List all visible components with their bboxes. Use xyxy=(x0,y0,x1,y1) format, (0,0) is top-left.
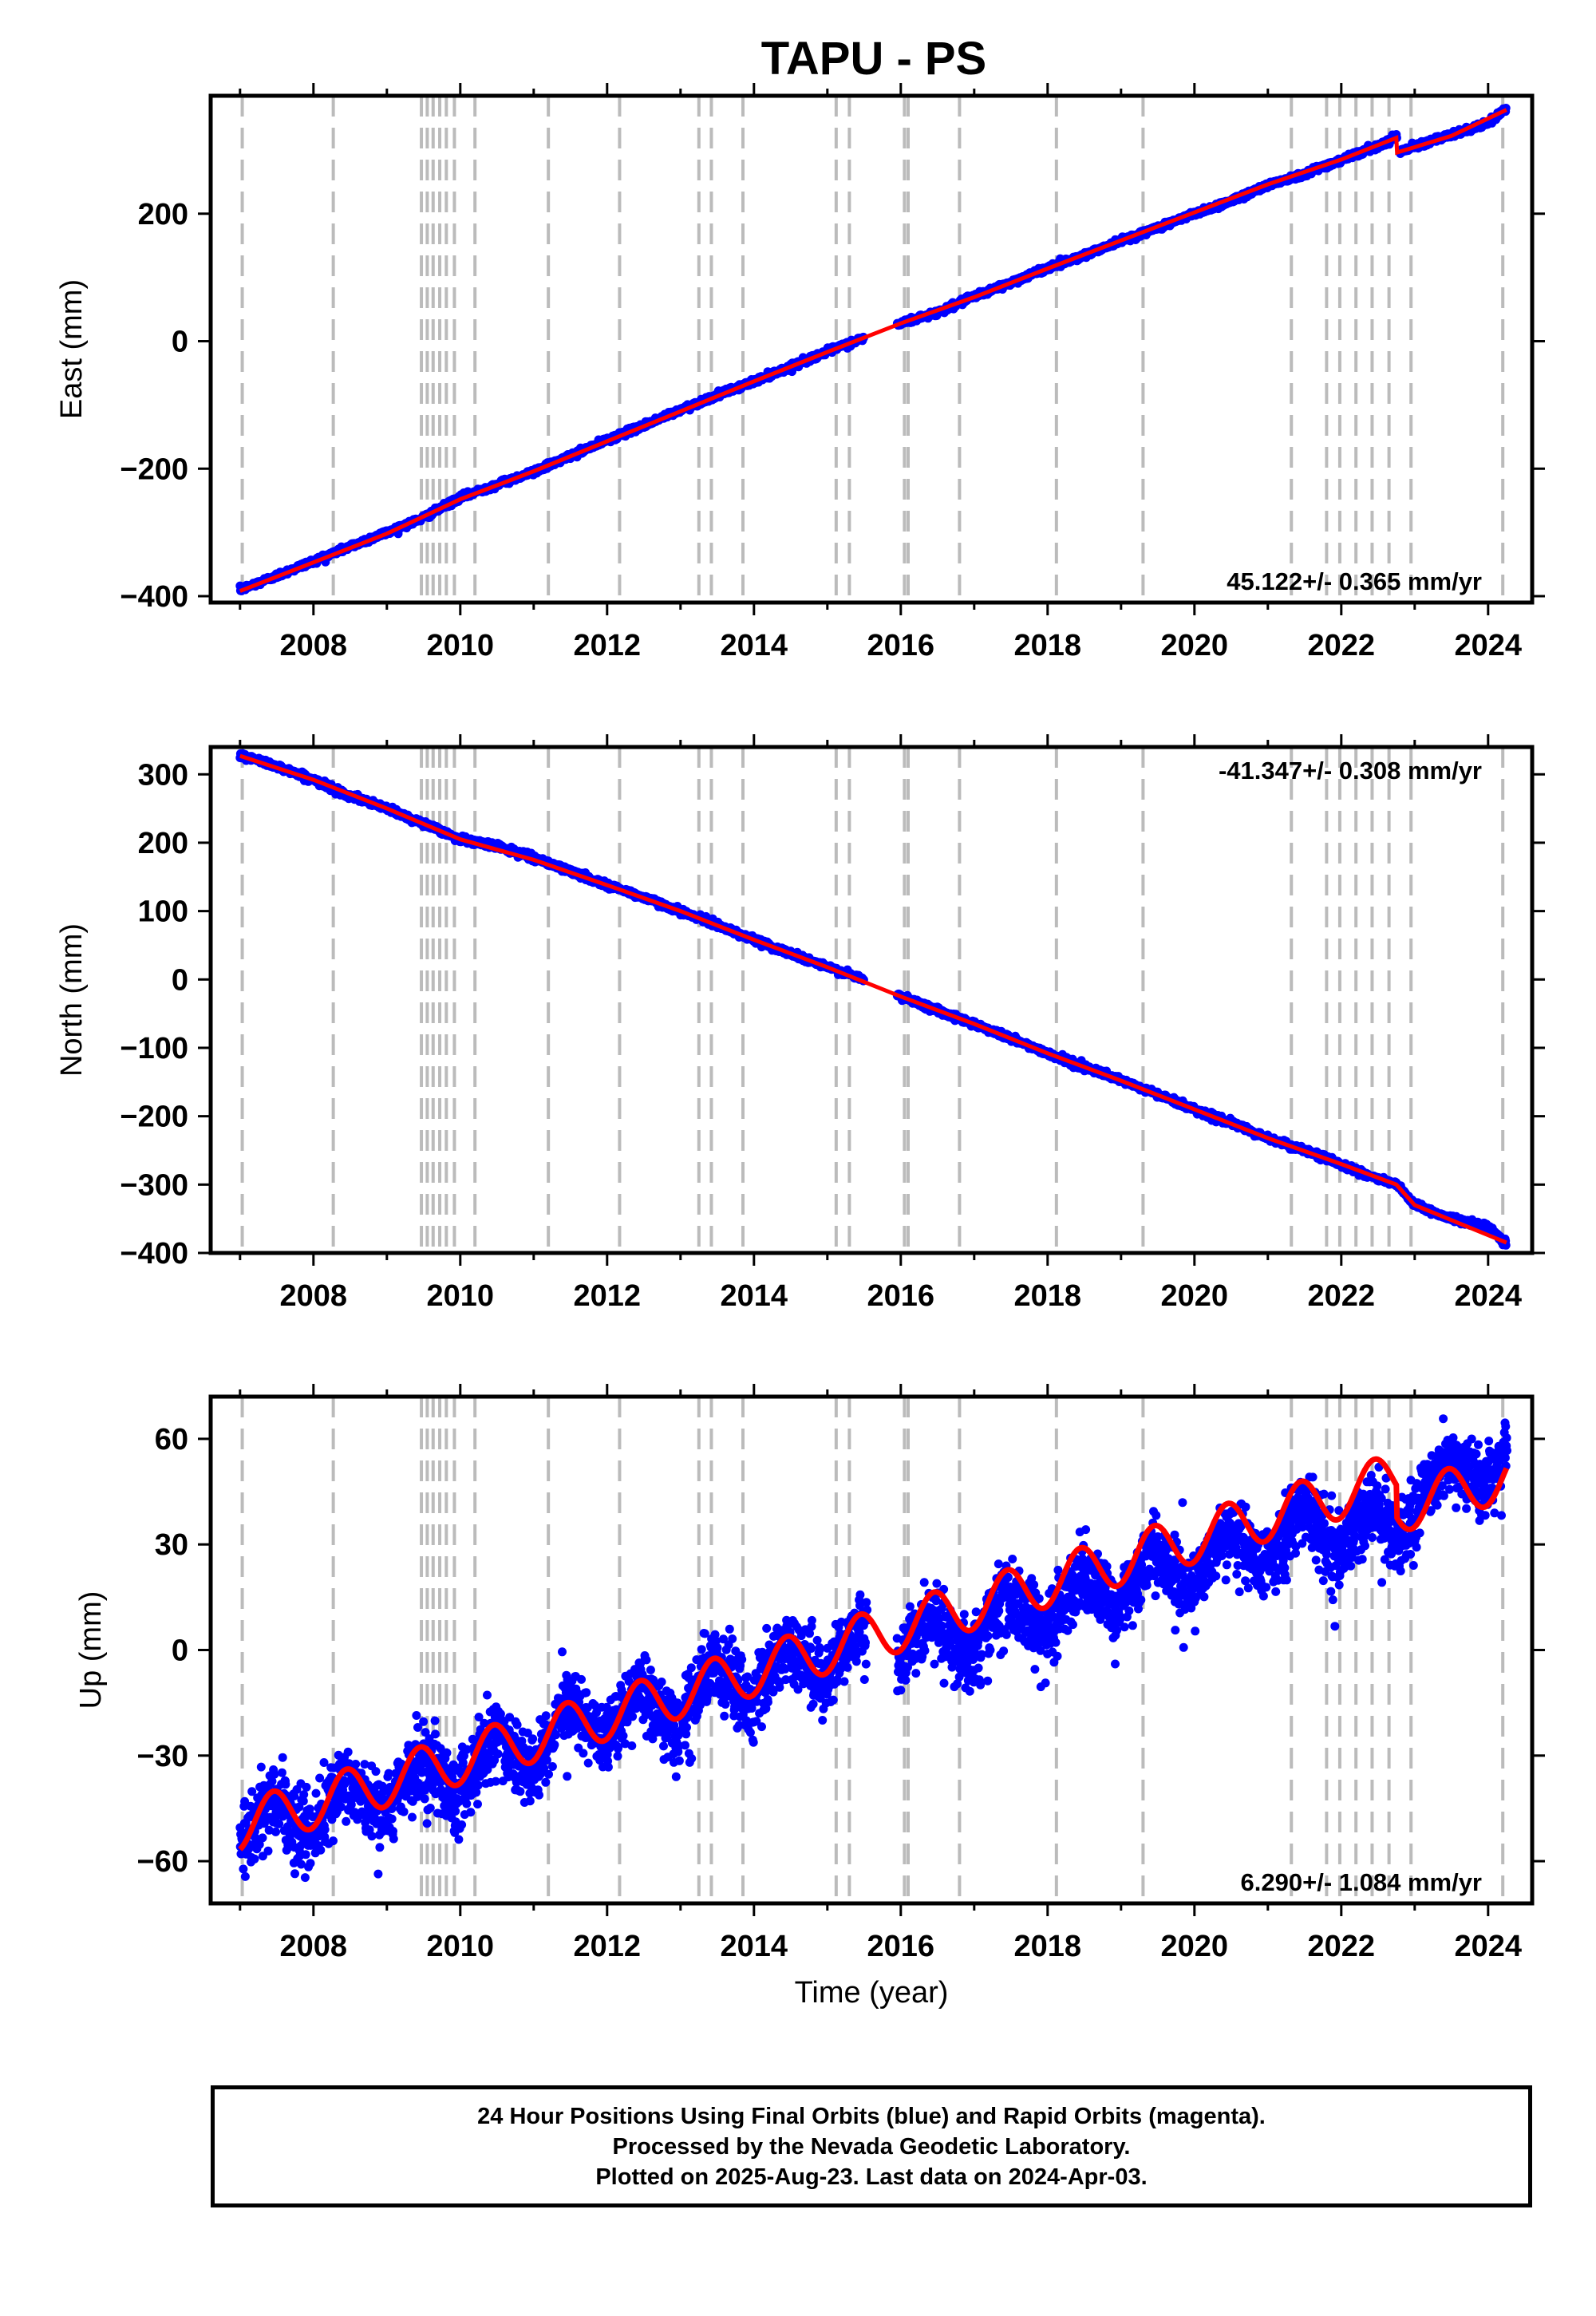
east-x-tick-label: 2012 xyxy=(574,629,642,662)
chart-title: TAPU - PS xyxy=(760,33,987,85)
east-frame xyxy=(208,93,1535,605)
east-y-tick-label: 0 xyxy=(172,326,188,359)
panel-east: 2008 2010 2012 2014 2016 2018 2020 2022 2024 200 0… xyxy=(55,83,1545,662)
east-y-tick-label: −400 xyxy=(120,580,188,614)
east-y-tick-label: −200 xyxy=(120,453,188,486)
east-model-fit xyxy=(239,108,1507,593)
east-x-tick-label: 2018 xyxy=(1014,629,1082,662)
east-x-tick-label: 2014 xyxy=(721,629,788,662)
north-plot-area xyxy=(235,747,1511,1253)
east-rate-label: 45.122+/- 0.365 mm/yr xyxy=(1227,567,1482,595)
east-x-tick-label: 2008 xyxy=(280,629,348,662)
east-x-tick-label: 2016 xyxy=(867,629,935,662)
east-x-tick-label: 2022 xyxy=(1308,629,1376,662)
east-y-axis-label: East (mm) xyxy=(55,279,89,419)
east-y-tick-label: 200 xyxy=(138,198,188,231)
east-x-tick-label: 2010 xyxy=(427,629,495,662)
east-x-tick-label: 2024 xyxy=(1455,629,1523,662)
panel-north: 2008 2010 2012 2014 2016 2018 2020 2022 20243002… xyxy=(55,734,1545,1313)
east-plot-area xyxy=(235,96,1511,603)
east-x-tick-label: 2020 xyxy=(1161,629,1229,662)
